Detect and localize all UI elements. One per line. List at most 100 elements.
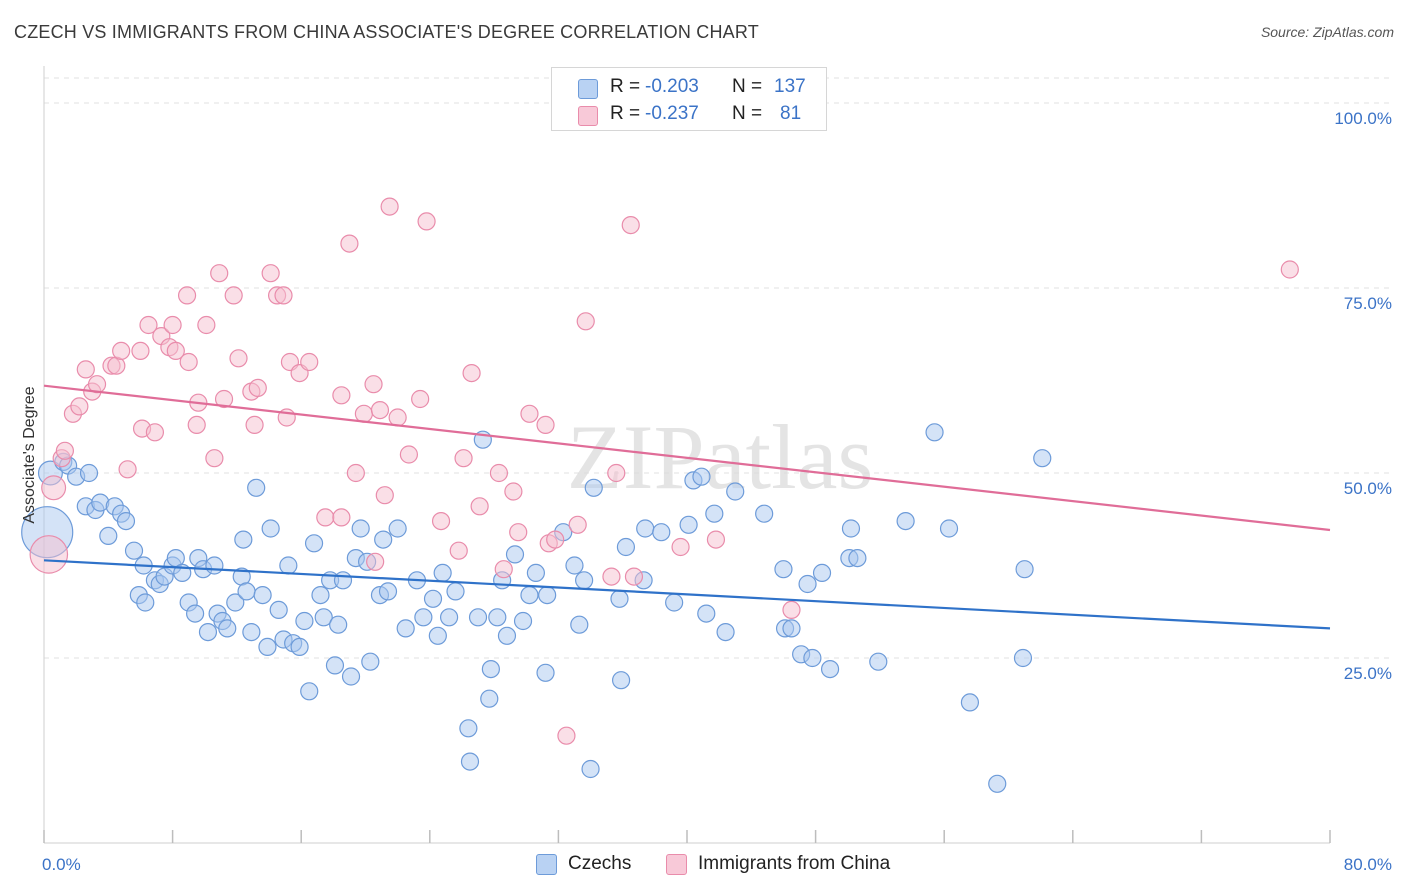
czechs-point <box>584 478 603 497</box>
china-point <box>332 386 351 405</box>
czechs-point <box>314 608 333 627</box>
china-point <box>388 408 407 427</box>
legend-r-value: -0.237 <box>645 103 699 124</box>
china-point <box>261 264 280 283</box>
czechs-point <box>480 689 499 708</box>
legend-row-czechs: R = -0.203 N = 137 <box>552 73 824 101</box>
czechs-point <box>536 663 555 682</box>
czechs-point <box>423 589 443 608</box>
china-point <box>29 535 69 574</box>
china-point <box>248 378 267 397</box>
czechs-point <box>960 693 980 712</box>
czechs-point <box>325 656 345 675</box>
czechs-point <box>848 548 867 568</box>
czechs-point <box>116 511 136 531</box>
czechs-point <box>505 545 525 564</box>
czechs-point <box>611 671 631 690</box>
china-point <box>621 216 640 235</box>
china-trend-line <box>43 384 1331 532</box>
y-tick-label-100: 100.0% <box>1334 109 1392 128</box>
czechs-point <box>468 608 488 627</box>
czechs-point <box>481 659 500 679</box>
china-point <box>366 552 385 571</box>
china-point <box>139 315 158 335</box>
czechs-point <box>378 582 398 601</box>
czechs-point <box>361 652 380 671</box>
china-point <box>332 508 351 527</box>
china-point <box>229 349 248 368</box>
czechs-point <box>581 759 600 779</box>
china-point <box>557 726 576 745</box>
china-point <box>224 286 243 305</box>
czechs-point <box>253 585 272 605</box>
china-point <box>354 404 373 423</box>
czechs-point <box>99 526 118 546</box>
china-point <box>536 415 555 434</box>
y-axis-title: Associate's Degree <box>21 386 38 523</box>
czechs-points <box>21 423 1052 793</box>
czechs-point <box>497 626 517 645</box>
czechs-point <box>304 534 324 553</box>
czechs-point <box>433 563 452 583</box>
czechs-point <box>446 582 465 601</box>
czechs-point <box>258 637 277 657</box>
source-note: Source: ZipAtlas.com <box>1260 24 1394 40</box>
czechs-point <box>226 593 245 612</box>
china-point <box>417 212 436 231</box>
czechs-point <box>374 530 393 549</box>
czechs-point <box>242 622 261 642</box>
czechs-point <box>798 574 817 594</box>
x-ticks <box>43 830 1331 843</box>
china-point <box>454 449 473 468</box>
czechs-point <box>311 585 330 605</box>
czechs-point <box>705 504 724 523</box>
china-point <box>340 234 359 253</box>
china-point <box>1280 260 1299 279</box>
czechs-point <box>716 622 735 642</box>
legend-swatch-czechs <box>578 79 598 99</box>
china-point <box>576 312 595 331</box>
czechs-point <box>679 515 698 534</box>
china-point <box>131 341 150 360</box>
x-tick-label-min: 0.0% <box>42 855 81 874</box>
china-point <box>380 197 399 216</box>
czechs-point <box>812 563 832 583</box>
china-point <box>462 364 481 383</box>
czechs-point <box>841 519 861 538</box>
y-tick-label-75: 75.0% <box>1344 294 1392 313</box>
y-tick-label-25: 25.0% <box>1344 664 1392 683</box>
czechs-point <box>692 467 711 486</box>
china-point <box>624 567 644 586</box>
y-tick-labels: 25.0% 50.0% 75.0% 100.0% <box>1334 109 1392 683</box>
czechs-point <box>290 637 309 657</box>
czechs-point <box>333 571 353 590</box>
czechs-point <box>388 519 407 538</box>
china-point <box>568 515 587 534</box>
czechs-point <box>269 600 288 620</box>
legend-swatch-czechs <box>536 854 557 875</box>
czechs-point <box>460 752 480 771</box>
china-point <box>41 475 67 501</box>
china-points <box>29 197 1299 745</box>
legend-n-label: N = <box>732 76 763 97</box>
china-point <box>300 352 319 372</box>
czechs-point <box>820 659 840 679</box>
czechs-point <box>1015 560 1034 579</box>
czechs-point <box>538 585 557 605</box>
czechs-point <box>300 682 319 701</box>
watermark-text: ZIPatlas <box>567 406 874 508</box>
czechs-point <box>198 622 218 642</box>
czechs-point <box>869 652 888 671</box>
china-point <box>214 389 234 409</box>
czechs-point <box>186 604 205 623</box>
china-point <box>166 341 185 360</box>
trend-lines <box>43 384 1331 630</box>
czechs-point <box>329 615 348 634</box>
china-point <box>346 463 365 483</box>
china-point <box>118 460 137 479</box>
czechs-point <box>925 423 944 442</box>
czechs-point <box>939 519 959 538</box>
legend-n-label: N = <box>732 103 763 124</box>
china-point <box>607 463 626 483</box>
